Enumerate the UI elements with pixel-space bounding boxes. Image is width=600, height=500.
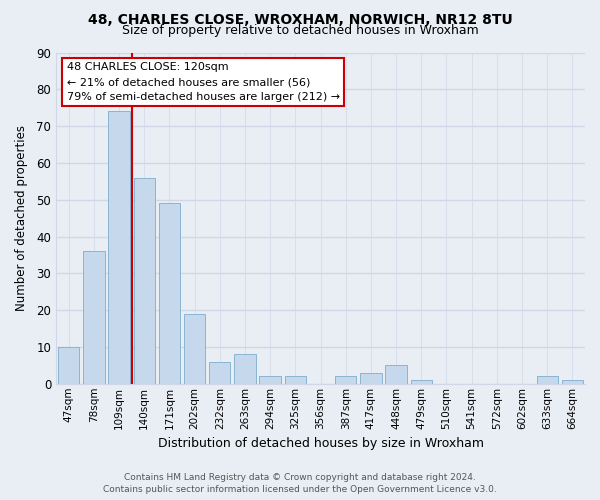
Bar — [536, 376, 558, 384]
Text: Contains HM Land Registry data © Crown copyright and database right 2024.
Contai: Contains HM Land Registry data © Crown c… — [103, 472, 497, 494]
Y-axis label: Number of detached properties: Number of detached properties — [15, 125, 28, 311]
Bar — [562, 380, 583, 384]
Bar — [335, 376, 356, 384]
Bar — [234, 354, 256, 384]
Bar — [109, 112, 130, 384]
Text: Size of property relative to detached houses in Wroxham: Size of property relative to detached ho… — [122, 24, 478, 37]
Bar — [284, 376, 306, 384]
Bar — [159, 204, 180, 384]
Bar — [184, 314, 205, 384]
Bar — [385, 366, 407, 384]
Bar — [259, 376, 281, 384]
Text: 48 CHARLES CLOSE: 120sqm
← 21% of detached houses are smaller (56)
79% of semi-d: 48 CHARLES CLOSE: 120sqm ← 21% of detach… — [67, 62, 340, 102]
Bar — [410, 380, 432, 384]
Text: 48, CHARLES CLOSE, WROXHAM, NORWICH, NR12 8TU: 48, CHARLES CLOSE, WROXHAM, NORWICH, NR1… — [88, 12, 512, 26]
X-axis label: Distribution of detached houses by size in Wroxham: Distribution of detached houses by size … — [158, 437, 484, 450]
Bar — [209, 362, 230, 384]
Bar — [134, 178, 155, 384]
Bar — [83, 252, 104, 384]
Bar — [360, 372, 382, 384]
Bar — [58, 347, 79, 384]
